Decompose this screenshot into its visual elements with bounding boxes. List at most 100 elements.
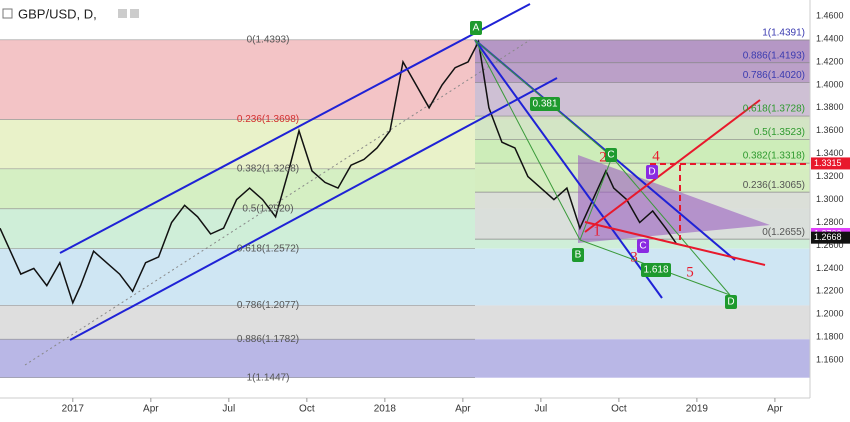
fib-band — [475, 305, 810, 340]
fib-label: 0.618(1.2572) — [237, 243, 299, 254]
fib-label: 0(1.4393) — [247, 34, 290, 45]
menu-icon[interactable] — [2, 8, 13, 19]
annotation: D — [648, 167, 655, 178]
abcd-line — [474, 39, 581, 241]
fib-band — [0, 339, 475, 378]
price — [0, 39, 677, 305]
y-tick-label: 1.3400 — [816, 148, 844, 158]
fib-band — [0, 305, 475, 340]
y-tick-label: 1.2600 — [816, 240, 844, 250]
y-tick-label: 1.4000 — [816, 79, 844, 89]
annotation-box — [641, 263, 671, 277]
x-tick-label: 2018 — [374, 404, 397, 415]
labels: 0(1.4393) 0.236(1.3698) 0.382(1.3268) 0.5(1… — [237, 21, 805, 383]
y-tick-label: 1.3000 — [816, 194, 844, 204]
abcd-line — [611, 156, 731, 296]
fib-label: 0.5(1.3523) — [754, 127, 805, 138]
price-tag-label: 1.2668 — [814, 232, 842, 242]
fib-label: 0.236(1.3698) — [237, 114, 299, 125]
fib-band — [475, 40, 810, 63]
x-axis-bg — [0, 398, 850, 417]
chart-title: GBP/USD, D, — [18, 6, 97, 21]
annotation: C — [639, 241, 646, 252]
annotation-box — [637, 239, 649, 253]
annotation-box — [530, 97, 560, 111]
fib-label: 0.786(1.2077) — [237, 300, 299, 311]
fib-band — [475, 116, 810, 140]
y-tick-label: 1.2200 — [816, 286, 844, 296]
x-tick-label: Apr — [455, 404, 471, 415]
wave-label: 1 — [593, 223, 601, 239]
y-tick-label: 1.4400 — [816, 33, 844, 43]
channel-line — [69, 77, 558, 341]
channel-line — [59, 3, 531, 254]
x-tick-label: Oct — [611, 404, 627, 415]
fib-band — [0, 168, 475, 209]
wave-line — [584, 221, 766, 266]
annotation: 0.381 — [532, 99, 557, 110]
wave-label: 4 — [652, 148, 660, 164]
dotted-trend — [24, 39, 531, 366]
abcd-line — [579, 156, 613, 241]
price-tag-label: 1.3315 — [814, 158, 842, 168]
annotation-box — [725, 295, 737, 309]
fib-label: 0.618(1.3728) — [743, 104, 805, 115]
y-tick-label: 1.1600 — [816, 355, 844, 365]
wave-label: 2 — [599, 149, 607, 165]
fib-label: 0(1.2655) — [762, 227, 805, 238]
fib-label: 0.886(1.4193) — [743, 50, 805, 61]
annotation: C — [607, 150, 614, 161]
fib-label: 0.236(1.3065) — [743, 180, 805, 191]
y-axis-bg — [810, 0, 850, 417]
fib-label: 0.382(1.3318) — [743, 151, 805, 162]
x-tick-label: 2017 — [62, 404, 85, 415]
fib-band — [475, 62, 810, 83]
annotation: 1.618 — [643, 265, 668, 276]
annotation-box — [646, 165, 658, 179]
fib-label: 0.786(1.4020) — [743, 70, 805, 81]
fib-label: 1(1.4391) — [762, 28, 805, 39]
fib-band — [475, 248, 810, 306]
y-tick-label: 1.2400 — [816, 263, 844, 273]
triangle — [578, 155, 770, 243]
annotation-box — [605, 148, 617, 162]
settings-icon[interactable] — [118, 9, 127, 18]
y-tick-label: 1.3800 — [816, 102, 844, 112]
annotation-box — [470, 21, 482, 35]
x-tick-label: Apr — [143, 404, 159, 415]
fib-band — [475, 339, 810, 378]
y-tick-label: 1.1800 — [816, 332, 844, 342]
annotation: B — [575, 250, 582, 261]
y-tick-label: 1.4600 — [816, 10, 844, 20]
y-tick-label: 1.3200 — [816, 171, 844, 181]
trend-lines — [59, 3, 810, 341]
price-tag — [811, 231, 850, 244]
settings-icon[interactable] — [130, 9, 139, 18]
fib-band — [0, 39, 475, 120]
wave-label: 3 — [630, 249, 638, 265]
annotation: D — [727, 297, 734, 308]
price-line — [0, 39, 677, 305]
fib-label: 1(1.1447) — [247, 372, 290, 383]
x-tick-label: 2019 — [686, 404, 709, 415]
y-tick-label: 1.3600 — [816, 125, 844, 135]
y-tick-label: 1.4200 — [816, 56, 844, 66]
fib-label: 0.886(1.1782) — [237, 334, 299, 345]
channel-line — [474, 39, 663, 299]
y-tick-label: 1.2000 — [816, 309, 844, 319]
annotation-box — [572, 248, 584, 262]
x-tick-label: Oct — [299, 404, 315, 415]
fib-label: 0.382(1.3268) — [237, 163, 299, 174]
x-tick-label: Jul — [222, 404, 235, 415]
wave-line — [584, 99, 761, 233]
x-tick-label: Jul — [534, 404, 547, 415]
x-tick-label: Apr — [767, 404, 783, 415]
annotation: A — [473, 23, 480, 34]
wave-label: 5 — [686, 264, 694, 280]
fib-band — [0, 248, 475, 306]
fib-band — [0, 119, 475, 169]
y-tick-label: 1.2800 — [816, 217, 844, 227]
fib-bands — [0, 39, 810, 378]
